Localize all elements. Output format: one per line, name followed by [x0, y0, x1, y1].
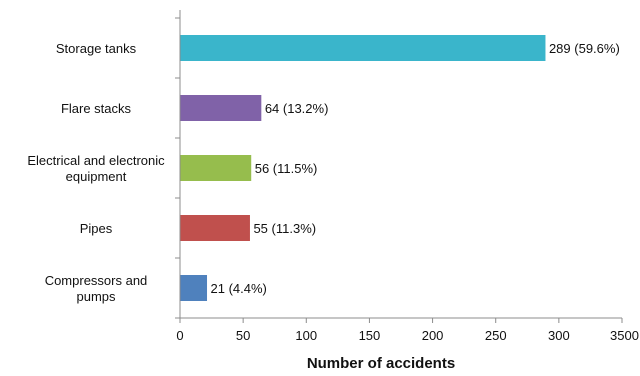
x-tick-label: 300 [548, 328, 570, 343]
x-tick-label: 50 [236, 328, 250, 343]
x-tick-label: 200 [422, 328, 444, 343]
category-label: Storage tanks [56, 41, 137, 56]
bar [180, 155, 252, 181]
axes-layer [179, 10, 622, 319]
category-label: Pipes [80, 221, 113, 236]
data-label: 289 (59.6%) [549, 41, 620, 56]
data-label: 55 (11.3%) [253, 221, 316, 236]
data-label: 56 (11.5%) [255, 161, 318, 176]
category-label: Flare stacks [61, 101, 132, 116]
data-label: 21 (4.4%) [211, 281, 267, 296]
category-label: Electrical and electronic equipment [27, 153, 165, 184]
category-labels-layer: Storage tanks Flare stacks Electrical and … [27, 41, 165, 304]
category-label: Compressors and pumps [45, 273, 148, 304]
data-labels-layer: 289 (59.6%) 64 (13.2%) 56 (11.5%) 55 (11.3%… [211, 41, 620, 296]
bar [180, 95, 262, 121]
bar [180, 35, 546, 61]
data-label: 64 (13.2%) [265, 101, 329, 116]
bar [180, 215, 250, 241]
x-tick-label: 0 [176, 328, 183, 343]
x-tick-label: 250 [485, 328, 507, 343]
x-tick-label: 150 [359, 328, 381, 343]
x-axis-title: Number of accidents [307, 355, 455, 372]
x-tick-label: 100 [295, 328, 317, 343]
x-ticks-layer: 0 50 100 150 200 250 300 3500 [175, 17, 639, 343]
bars-layer [180, 35, 546, 301]
x-tick-label: 3500 [610, 328, 639, 343]
bar [180, 275, 208, 301]
